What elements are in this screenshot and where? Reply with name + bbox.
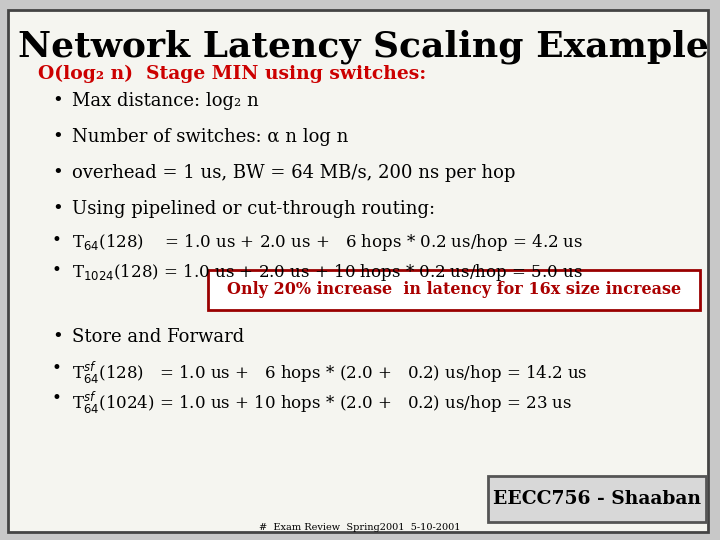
Text: •: • <box>52 232 62 249</box>
Text: •: • <box>52 360 62 377</box>
Text: •: • <box>52 200 63 218</box>
Text: T$_{64}^{sf}$(1024) = 1.0 us + 10 hops * (2.0 +   0.2) us/hop = 23 us: T$_{64}^{sf}$(1024) = 1.0 us + 10 hops *… <box>72 390 572 416</box>
Text: Number of switches: α n log n: Number of switches: α n log n <box>72 128 348 146</box>
Text: •: • <box>52 128 63 146</box>
FancyBboxPatch shape <box>8 10 708 532</box>
Text: T$_{64}^{sf}$(128)   = 1.0 us +   6 hops * (2.0 +   0.2) us/hop = 14.2 us: T$_{64}^{sf}$(128) = 1.0 us + 6 hops * (… <box>72 360 588 386</box>
Text: •: • <box>52 390 62 407</box>
Text: O(log₂ n)  Stage MIN using switches:: O(log₂ n) Stage MIN using switches: <box>38 65 426 83</box>
FancyBboxPatch shape <box>208 270 700 310</box>
Text: Only 20% increase  in latency for 16x size increase: Only 20% increase in latency for 16x siz… <box>227 281 681 299</box>
Text: Using pipelined or cut-through routing:: Using pipelined or cut-through routing: <box>72 200 435 218</box>
Text: •: • <box>52 328 63 346</box>
Text: •: • <box>52 164 63 182</box>
Text: #  Exam Review  Spring2001  5-10-2001: # Exam Review Spring2001 5-10-2001 <box>259 523 461 532</box>
Text: T$_{1024}$(128) = 1.0 us + 2.0 us + 10 hops * 0.2 us/hop = 5.0 us: T$_{1024}$(128) = 1.0 us + 2.0 us + 10 h… <box>72 262 582 283</box>
Text: Network Latency Scaling Example: Network Latency Scaling Example <box>18 30 709 64</box>
Text: Store and Forward: Store and Forward <box>72 328 244 346</box>
Text: overhead = 1 us, BW = 64 MB/s, 200 ns per hop: overhead = 1 us, BW = 64 MB/s, 200 ns pe… <box>72 164 516 182</box>
FancyBboxPatch shape <box>488 476 706 522</box>
Text: T$_{64}$(128)    = 1.0 us + 2.0 us +   6 hops * 0.2 us/hop = 4.2 us: T$_{64}$(128) = 1.0 us + 2.0 us + 6 hops… <box>72 232 583 253</box>
Text: •: • <box>52 92 63 110</box>
Text: Max distance: log₂ n: Max distance: log₂ n <box>72 92 258 110</box>
Text: •: • <box>52 262 62 279</box>
Text: EECC756 - Shaaban: EECC756 - Shaaban <box>493 490 701 508</box>
